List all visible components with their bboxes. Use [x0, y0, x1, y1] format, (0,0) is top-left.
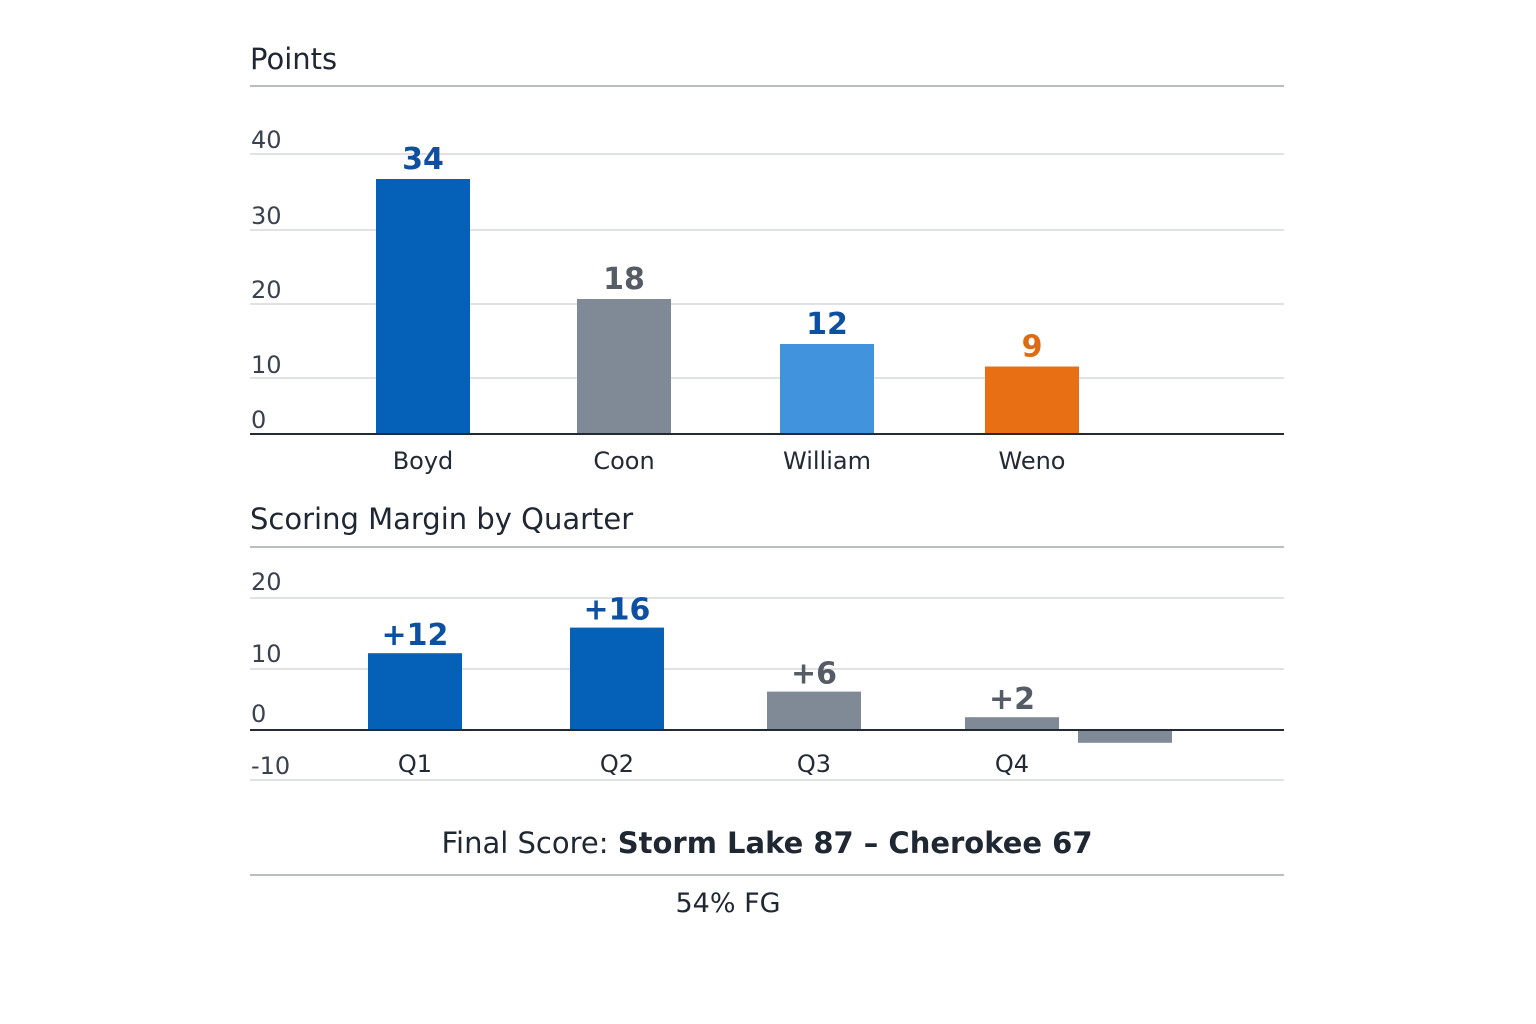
points-data-label: 34: [402, 142, 444, 177]
margin-category-label: Q3: [797, 750, 831, 778]
margin-bar-q4: [965, 717, 1059, 730]
margin-chart-title: Scoring Margin by Quarter: [250, 502, 633, 536]
field-goal-percentage: 54% FG: [675, 888, 781, 919]
final-score: Final Score: Storm Lake 87 – Cherokee 67: [250, 826, 1284, 860]
final-score-teams: Storm Lake 87 – Cherokee 67: [617, 826, 1093, 860]
points-category-label: William: [783, 447, 871, 475]
points-data-label: 9: [1022, 330, 1043, 365]
points-y-tick-label: 30: [251, 202, 282, 230]
final-score-prefix: Final Score:: [441, 826, 609, 860]
final-score-divider: [250, 874, 1284, 876]
margin-data-label: +16: [584, 593, 651, 628]
points-bar-coon: [577, 299, 671, 434]
margin-bar-q1: [368, 653, 462, 730]
margin-bar-extra: [1078, 730, 1172, 743]
margin-category-label: Q2: [600, 750, 634, 778]
points-y-tick-label: 10: [251, 351, 282, 379]
points-bar-weno: [985, 366, 1079, 434]
points-y-tick-label: 20: [251, 276, 282, 304]
points-data-label: 12: [806, 307, 848, 342]
margin-y-tick-label: 0: [251, 700, 266, 728]
margin-data-label: +12: [382, 618, 449, 653]
points-category-label: Weno: [999, 447, 1066, 475]
points-category-label: Boyd: [393, 447, 454, 475]
points-category-label: Coon: [593, 447, 654, 475]
points-y-tick-label: 40: [251, 126, 282, 154]
points-bar-william: [780, 344, 874, 434]
margin-y-tick-label: -10: [251, 752, 290, 780]
points-data-label: 18: [603, 262, 645, 297]
points-bar-boyd: [376, 179, 470, 434]
margin-bar-q2: [570, 627, 664, 730]
margin-data-label: +6: [791, 657, 837, 692]
margin-category-label: Q4: [995, 750, 1029, 778]
margin-y-tick-label: 20: [251, 568, 282, 596]
margin-bar-q3: [767, 691, 861, 730]
margin-data-label: +2: [989, 682, 1035, 717]
margin-y-tick-label: 10: [251, 640, 282, 668]
points-chart-title: Points: [250, 42, 337, 76]
points-y-tick-label: 0: [251, 406, 266, 434]
margin-category-label: Q1: [398, 750, 432, 778]
